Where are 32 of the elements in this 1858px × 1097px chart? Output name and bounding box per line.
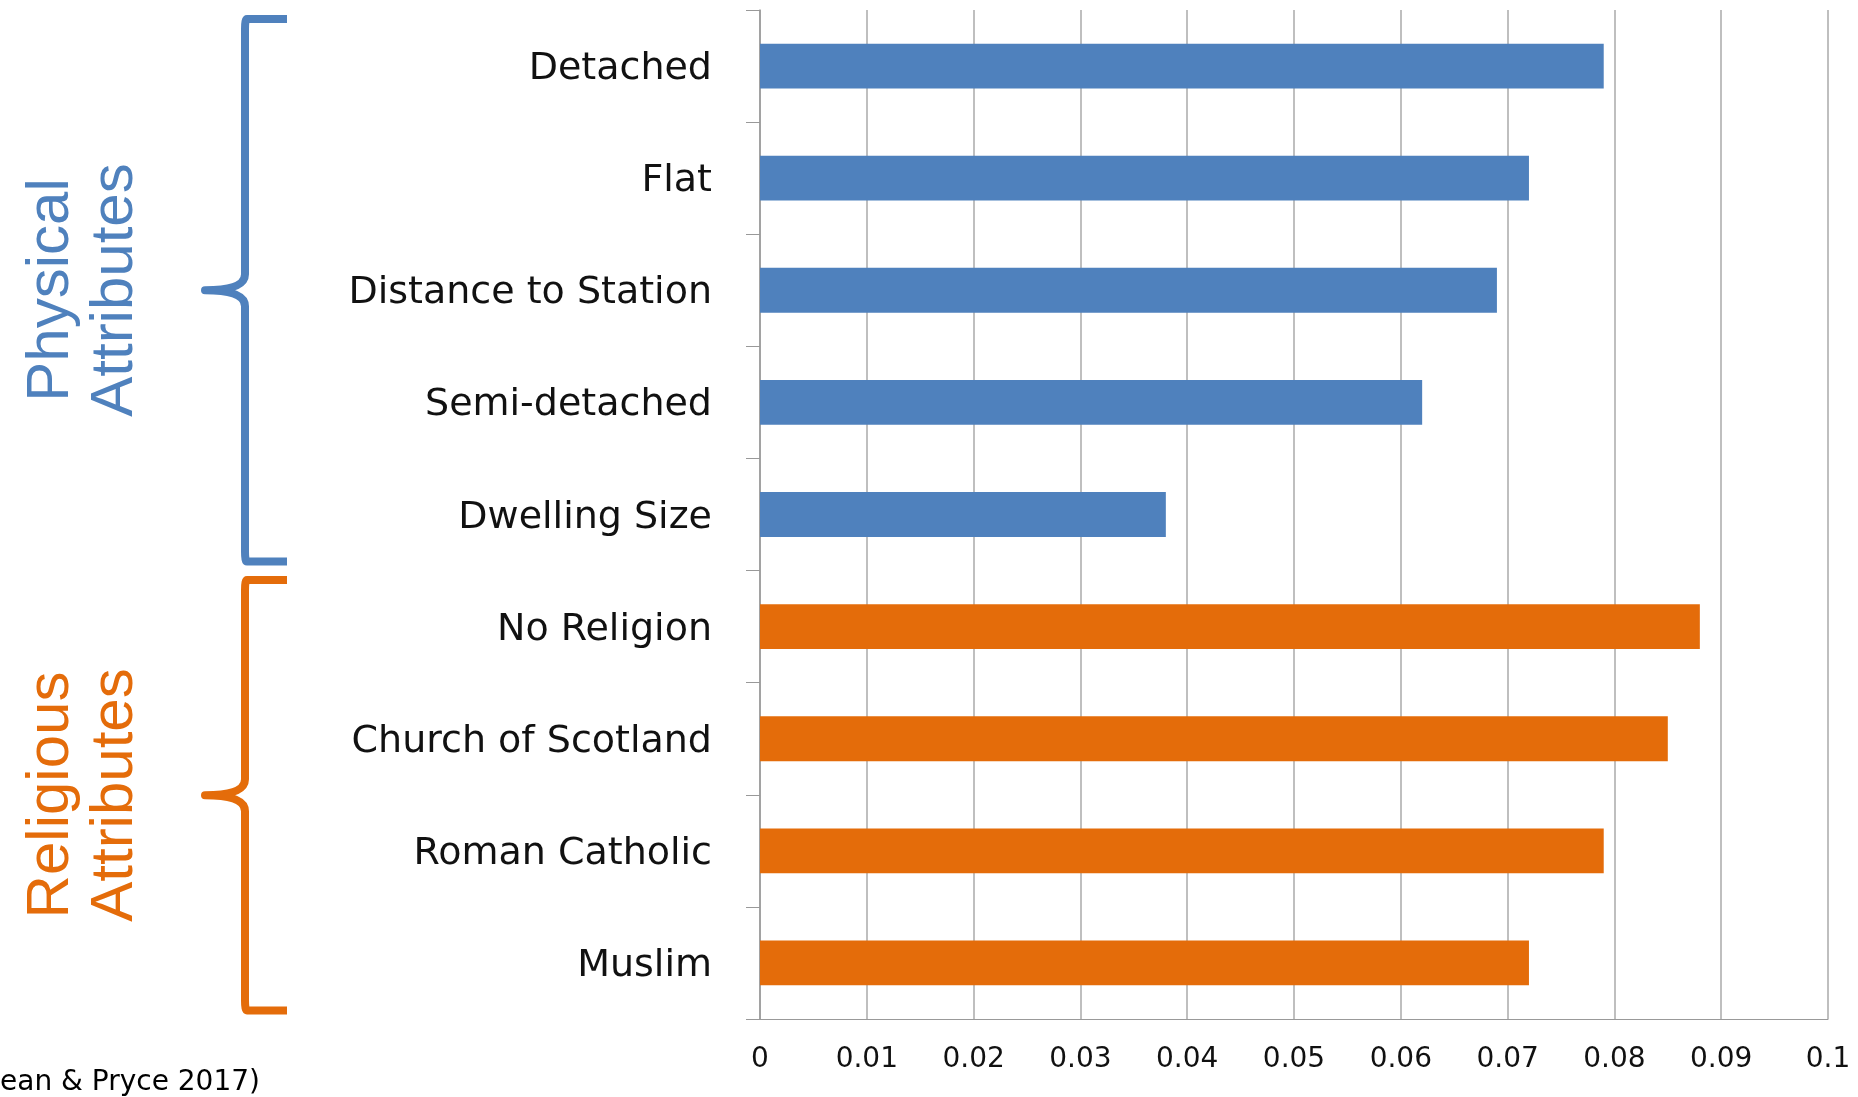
text: ean & Pryce 2017)	[0, 1064, 260, 1097]
text: Religious Attributes	[14, 668, 145, 922]
y-tick-label: Semi-detached	[425, 380, 712, 425]
x-tick-label: 0.07	[1476, 1040, 1539, 1074]
bar	[760, 492, 1166, 537]
bar	[760, 43, 1604, 89]
bar	[760, 716, 1668, 762]
y-tick-label: Dwelling Size	[458, 492, 712, 537]
bar	[760, 267, 1497, 313]
bar	[760, 828, 1604, 874]
y-tick-label: No Religion	[497, 604, 712, 649]
x-tick-label: 0.1	[1805, 1040, 1851, 1074]
x-tick-label: 0.02	[942, 1040, 1005, 1074]
bar	[760, 604, 1700, 650]
bar	[760, 940, 1529, 986]
x-tick-label: 0.08	[1583, 1040, 1646, 1074]
bar	[760, 379, 1423, 425]
y-tick-label: Muslim	[577, 940, 712, 985]
x-tick-label: 0.09	[1690, 1040, 1753, 1074]
y-tick-label: Distance to Station	[348, 268, 712, 313]
x-tick-label: 0.05	[1262, 1040, 1326, 1074]
text: Physical Attributes	[14, 163, 145, 417]
y-tick-label: Flat	[641, 156, 712, 201]
x-tick-label: 0.03	[1049, 1040, 1112, 1074]
y-tick-label: Roman Catholic	[413, 828, 712, 873]
y-tick-label: Detached	[528, 44, 712, 89]
x-tick-label: 0.04	[1156, 1040, 1219, 1074]
bar	[760, 155, 1529, 201]
x-tick-label: 0.06	[1369, 1040, 1432, 1074]
x-tick-label: 0	[751, 1040, 769, 1074]
x-tick-label: 0.01	[835, 1040, 898, 1074]
y-tick-label: Church of Scotland	[351, 716, 712, 761]
